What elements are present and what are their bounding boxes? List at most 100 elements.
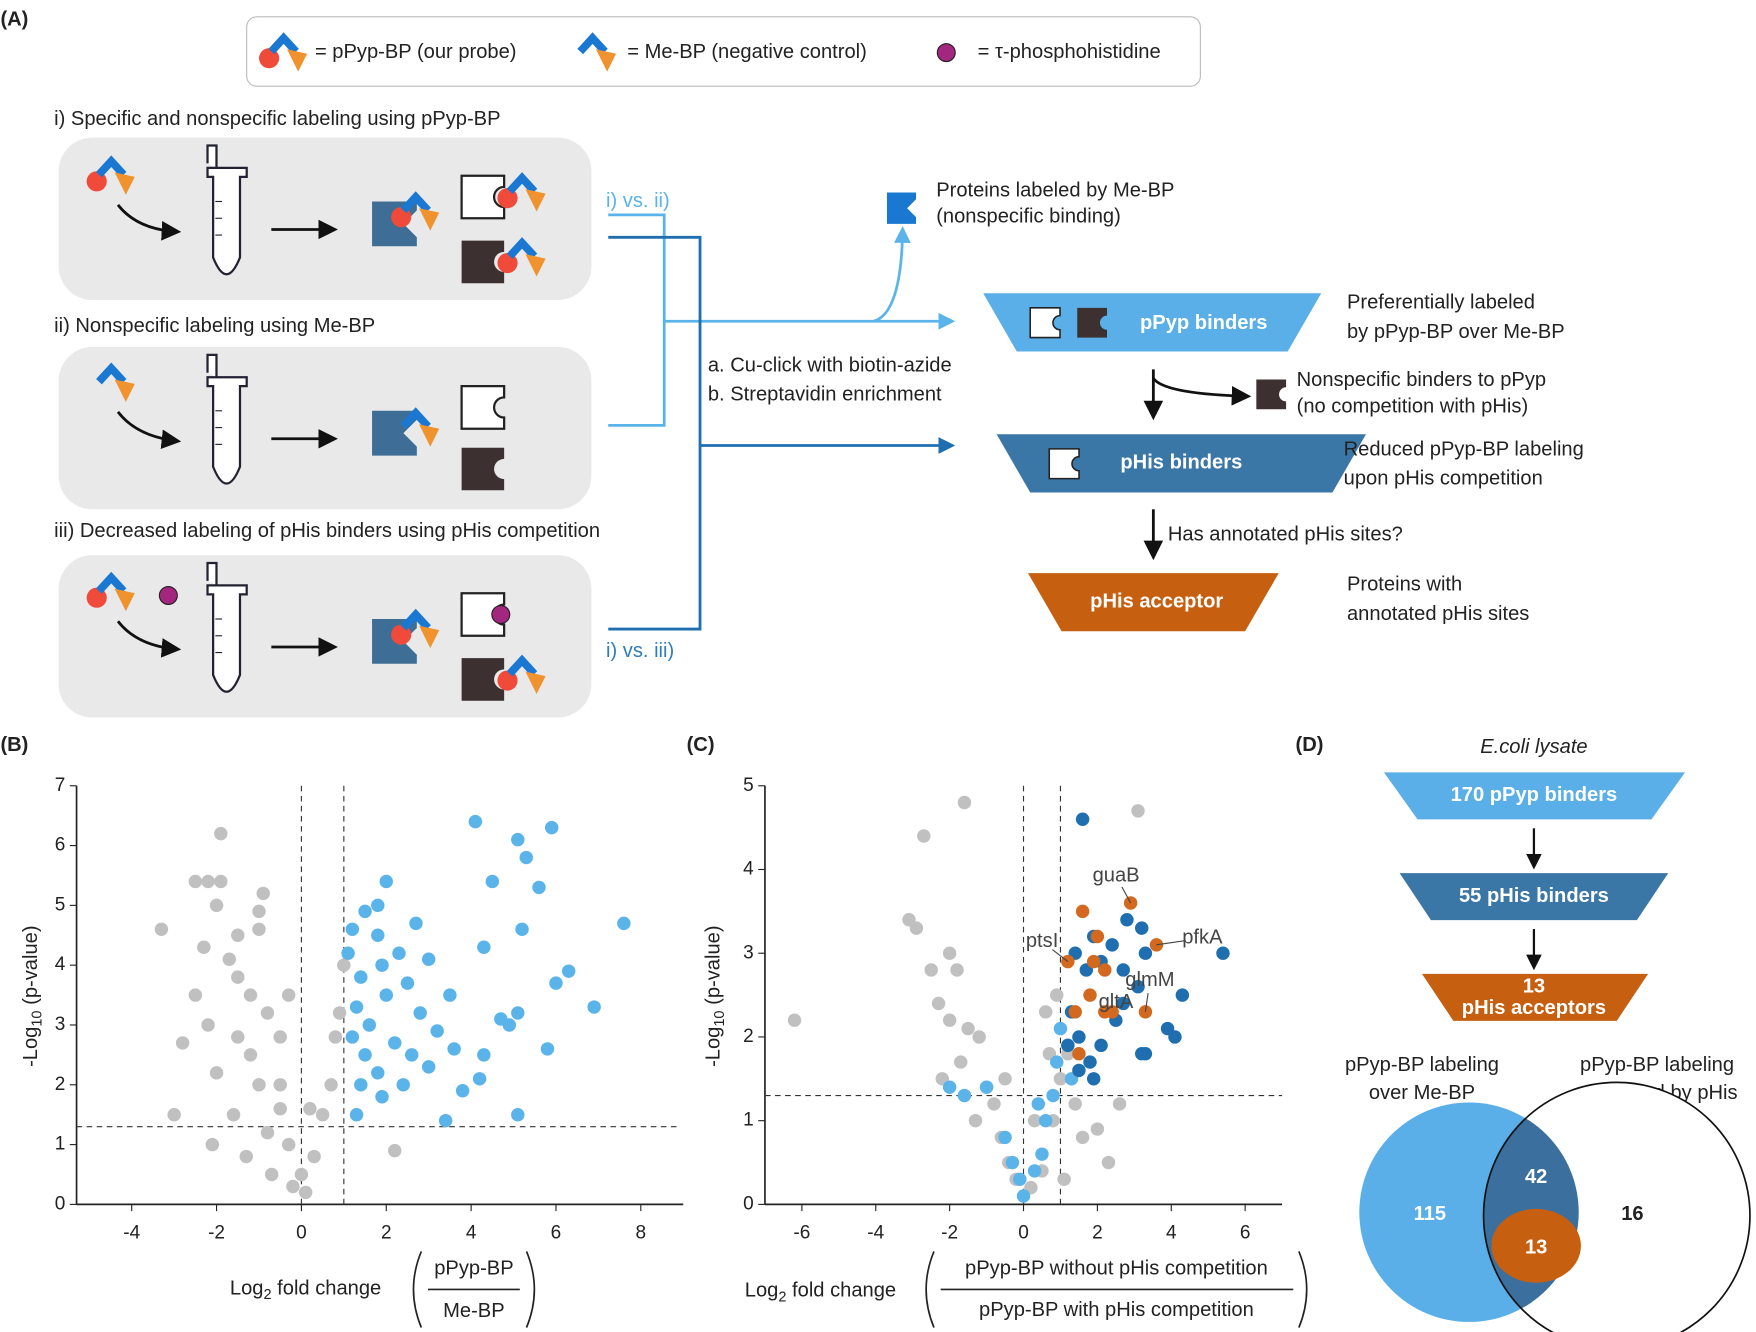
- funnel: [1421, 973, 1649, 1021]
- y-tick-label: 3: [743, 942, 754, 963]
- x-tick-label: 2: [1092, 1223, 1103, 1244]
- data-point: [226, 1107, 241, 1122]
- funnel-label: 13: [1523, 976, 1545, 998]
- label-part: Log: [745, 1280, 779, 1302]
- data-point: [197, 940, 211, 954]
- data-point: [957, 795, 972, 810]
- comparison-label: i) vs. iii): [606, 640, 674, 662]
- funnel-label: pHis acceptor: [1090, 591, 1223, 613]
- data-point: [307, 1149, 321, 1164]
- x-tick-label: 0: [1018, 1223, 1029, 1244]
- data-point: [256, 886, 270, 901]
- data-point: [1083, 988, 1097, 1002]
- funnel-label: 55 pHis binders: [1459, 885, 1609, 907]
- data-point: [1053, 1072, 1068, 1086]
- y-tick-label: 2: [55, 1074, 66, 1095]
- data-point: [375, 958, 389, 972]
- data-point: [979, 1080, 994, 1094]
- workflow: i) Specific and nonspecific labeling usi…: [54, 108, 1584, 718]
- data-point: [421, 952, 436, 966]
- phis-icon: [158, 585, 178, 605]
- data-point: [1134, 1046, 1149, 1061]
- data-point: [1057, 1172, 1071, 1186]
- pocket-dark: [1256, 379, 1287, 410]
- annotation: ptsI: [1026, 930, 1058, 952]
- x-tick-label: -6: [793, 1223, 810, 1244]
- venn-count: 13: [1525, 1236, 1547, 1258]
- data-point: [942, 946, 957, 960]
- data-point: [303, 1101, 317, 1116]
- label-sub: 10: [29, 1010, 45, 1026]
- leader-line: [1144, 992, 1149, 1012]
- data-point: [438, 1113, 453, 1128]
- y-tick-label: 2: [743, 1026, 754, 1047]
- data-point: [942, 1080, 957, 1094]
- step-box: [58, 137, 592, 300]
- data-point: [1105, 938, 1119, 952]
- fraction-numerator: pPyp-BP without pHis competition: [965, 1258, 1268, 1280]
- legend: = pPyp-BP (our probe) = Me-BP (negative …: [246, 16, 1201, 87]
- data-point: [273, 1030, 287, 1044]
- x-tick-label: 6: [1240, 1223, 1251, 1244]
- label-part: Log: [230, 1278, 264, 1300]
- data-point: [252, 904, 266, 919]
- data-point: [987, 1097, 1001, 1111]
- data-point: [413, 1006, 427, 1020]
- data-point: [485, 874, 500, 889]
- funnel: [996, 434, 1367, 493]
- fraction-numerator: pPyp-BP: [434, 1258, 513, 1280]
- data-point: [1053, 1021, 1068, 1036]
- data-point: [1075, 1130, 1090, 1145]
- funnel-label: pHis binders: [1120, 452, 1242, 474]
- label-part: -Log: [20, 1027, 42, 1067]
- data-point: [950, 963, 964, 977]
- data-point: [1112, 1097, 1127, 1111]
- data-point: [1086, 954, 1101, 969]
- data-point: [968, 1113, 983, 1128]
- data-point: [209, 1066, 224, 1080]
- venn-label: pPyp-BP labeling: [1345, 1054, 1499, 1076]
- mebp-protein-icon: [886, 192, 917, 224]
- label-part: (p-value): [20, 925, 42, 1010]
- data-point: [1050, 1055, 1064, 1069]
- label-part: fold change: [272, 1278, 382, 1300]
- x-tick-label: -2: [941, 1223, 958, 1244]
- data-point: [405, 1048, 419, 1062]
- paren: [525, 1251, 536, 1328]
- data-point: [1035, 1147, 1049, 1161]
- x-tick-label: -4: [867, 1223, 884, 1244]
- data-point: [617, 916, 631, 931]
- data-point: [231, 970, 245, 984]
- step-box: [58, 555, 592, 718]
- data-point: [396, 1078, 410, 1092]
- data-point: [294, 1167, 309, 1182]
- description: upon pHis competition: [1344, 467, 1543, 489]
- panel-label: (D): [1296, 734, 1324, 756]
- data-point: [362, 1018, 377, 1032]
- data-point: [345, 922, 360, 937]
- note: Proteins labeled by Me-BP: [936, 180, 1174, 202]
- description: Reduced pPyp-BP labeling: [1344, 438, 1584, 460]
- venn-overlap: [1483, 1102, 1579, 1322]
- data-point: [332, 1006, 347, 1020]
- data-point: [388, 1036, 402, 1050]
- data-point: [337, 958, 351, 972]
- leader-line: [1052, 949, 1069, 963]
- data-point: [931, 996, 946, 1011]
- data-point: [175, 1036, 190, 1050]
- description: annotated pHis sites: [1347, 603, 1529, 625]
- funnel: [1027, 573, 1279, 632]
- x-tick-label: -2: [208, 1223, 225, 1244]
- y-tick-label: 0: [743, 1193, 754, 1214]
- data-point: [345, 1030, 360, 1044]
- y-tick-label: 1: [743, 1110, 754, 1131]
- flow-arrow: [873, 226, 911, 323]
- data-point: [472, 1072, 487, 1086]
- data-point: [281, 1137, 296, 1152]
- data-point: [252, 922, 266, 937]
- label-part: -Log: [703, 1027, 725, 1067]
- fraction-denominator: Me-BP: [443, 1300, 505, 1322]
- x-tick-label: 6: [551, 1223, 562, 1244]
- data-point: [443, 988, 457, 1002]
- data-point: [375, 1090, 389, 1104]
